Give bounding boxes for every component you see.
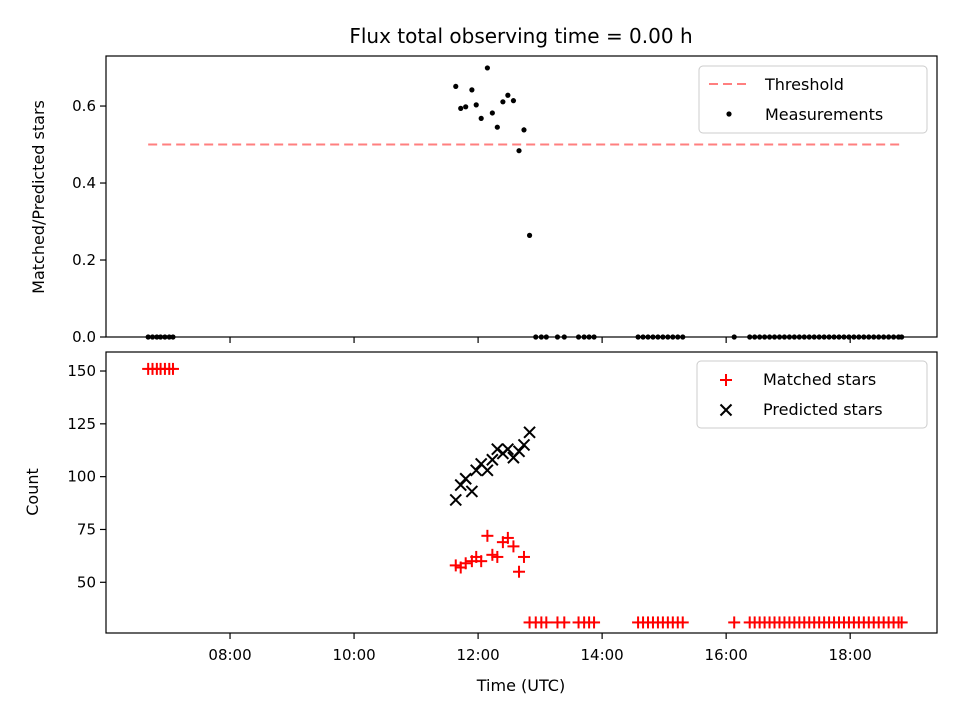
predicted-star-point <box>465 485 479 498</box>
x-axis-label: Time (UTC) <box>476 676 565 695</box>
predicted-star-point-b <box>523 426 536 439</box>
matched-star-point <box>481 529 494 542</box>
bottom-y-tick-label: 75 <box>77 520 96 538</box>
bottom-y-ticks: 50 75 100 125 150 <box>67 362 106 591</box>
matched-star-point <box>895 616 908 629</box>
matched-star-point <box>491 550 504 563</box>
measurement-point <box>463 104 469 110</box>
top-panel: Flux total observing time = 0.00 h Match… <box>29 24 938 346</box>
matched-star-point <box>459 557 472 570</box>
matched-star-point <box>166 362 179 375</box>
bottom-plot-frame <box>105 351 938 634</box>
top-y-tick-label: 0.6 <box>72 97 96 115</box>
matched-star-point <box>588 616 601 629</box>
top-y-tick-label: 0.4 <box>72 174 96 192</box>
legend-threshold-label: Threshold <box>764 75 844 94</box>
legend-measurements-label: Measurements <box>765 105 883 124</box>
predicted-star-point-b <box>481 464 494 477</box>
x-tick-label: 18:00 <box>829 646 872 664</box>
predicted-star-point <box>523 426 536 439</box>
measurement-point <box>473 102 479 108</box>
predicted-stars-points <box>449 426 536 507</box>
bottom-y-tick-label: 125 <box>67 415 96 433</box>
legend-predicted-marker-b <box>719 403 733 417</box>
x-tick-label: 16:00 <box>705 646 748 664</box>
measurement-point <box>453 83 459 90</box>
predicted-star-point-b <box>465 485 479 498</box>
measurement-point <box>484 65 490 71</box>
legend-predicted-marker <box>719 403 733 417</box>
predicted-star-point-b <box>449 493 462 507</box>
matched-star-point <box>513 565 526 578</box>
measurement-point <box>489 110 495 116</box>
bottom-y-tick-label: 150 <box>67 362 96 380</box>
legend-matched-label: Matched stars <box>763 370 876 389</box>
predicted-star-point <box>449 493 462 507</box>
measurement-point <box>526 232 533 238</box>
bottom-x-ticks: 08:00 10:00 12:00 14:00 16:00 18:00 <box>208 633 872 664</box>
predicted-star-point <box>459 472 472 485</box>
measurement-point <box>521 127 527 133</box>
measurement-point <box>478 115 484 121</box>
top-y-tick-label: 0.2 <box>72 251 96 269</box>
matched-star-point <box>540 616 553 629</box>
top-y-tick-label: 0.0 <box>72 328 96 346</box>
x-tick-label: 12:00 <box>456 646 499 664</box>
top-y-axis-label: Matched/Predicted stars <box>29 100 48 294</box>
measurement-point <box>494 124 500 130</box>
predicted-star-point <box>486 453 499 466</box>
matched-star-point <box>501 531 514 544</box>
chart-title: Flux total observing time = 0.00 h <box>349 24 692 48</box>
matched-stars-points <box>142 362 908 629</box>
measurement-point <box>458 105 464 111</box>
top-plot-frame <box>105 55 938 338</box>
measurement-point <box>469 87 475 93</box>
top-legend-box <box>698 65 928 134</box>
predicted-star-point-b <box>486 453 499 466</box>
predicted-star-point-b <box>517 438 531 452</box>
bottom-panel: Count Time (UTC) 50 75 100 125 150 08:00 10:0… <box>23 351 938 695</box>
legend-measurements-swatch <box>726 111 732 117</box>
legend-predicted-swatch <box>719 403 733 417</box>
predicted-star-point-b <box>459 472 472 485</box>
predicted-star-point-b <box>474 457 488 471</box>
x-tick-label: 08:00 <box>208 646 251 664</box>
bottom-y-axis-label: Count <box>23 468 42 516</box>
matched-star-point <box>676 616 689 629</box>
matched-star-point <box>475 555 488 568</box>
predicted-star-point <box>481 464 494 477</box>
bottom-legend-box <box>696 360 928 429</box>
predicted-star-point <box>517 438 531 452</box>
measurement-point <box>505 92 511 98</box>
measurement-point <box>516 148 522 154</box>
legend-matched-marker <box>720 374 732 386</box>
matched-star-point <box>517 550 530 563</box>
matched-star-point <box>507 540 520 553</box>
bottom-legend: Matched stars Predicted stars <box>696 360 928 429</box>
top-legend: Threshold Measurements <box>698 65 928 134</box>
measurement-point <box>500 99 506 105</box>
x-tick-label: 10:00 <box>332 646 375 664</box>
predicted-star-point-b <box>501 442 515 456</box>
bottom-y-tick-label: 50 <box>77 573 96 591</box>
top-y-ticks: 0.0 0.2 0.4 0.6 <box>72 97 106 346</box>
matched-star-point <box>558 616 571 629</box>
matched-star-point <box>728 616 741 629</box>
legend-predicted-label: Predicted stars <box>763 400 883 419</box>
legend-matched-swatch <box>720 374 732 386</box>
x-tick-label: 14:00 <box>581 646 624 664</box>
bottom-y-tick-label: 100 <box>67 468 96 486</box>
predicted-star-point <box>501 442 515 456</box>
measurement-point <box>510 98 517 104</box>
